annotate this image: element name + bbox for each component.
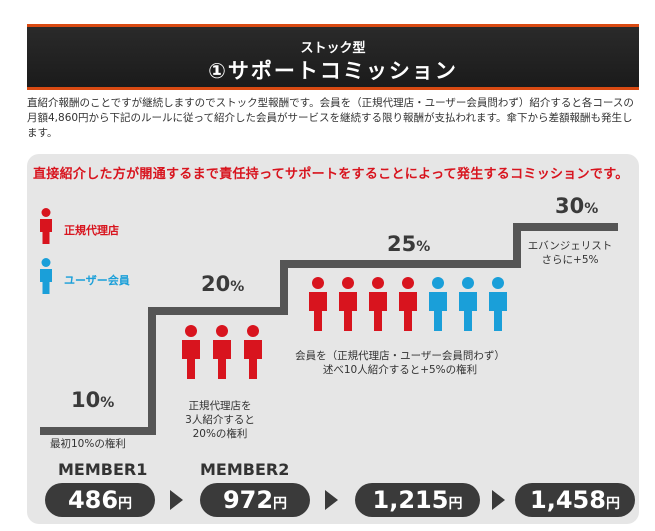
banner-subtitle: ストック型 [300,41,366,56]
legend-user-label: ユーザー会員 [64,274,130,287]
amount-pill-4: 1,458円 [515,483,635,517]
member1-label: MEMBER1 [58,460,148,479]
agent-person-icon [309,277,327,331]
agent-person-icon [399,277,417,331]
amount-pill-1: 486円 [45,483,155,517]
banner-top-line [27,24,639,27]
agent-legend-icon [40,208,52,244]
step-1-note: 最初10%の権利 [50,438,126,450]
user-legend-icon [40,258,52,294]
banner-title: ①サポートコミッション [208,59,458,83]
user-person-icon [489,277,507,331]
step-2-note: 正規代理店を 3人紹介すると 20%の権利 [185,400,255,440]
commission-panel [27,154,639,524]
section-banner: ストック型 ①サポートコミッション [27,24,639,90]
arrow-icon [170,490,183,510]
agent-person-icon [244,325,262,379]
amount-pill-2: 972円 [200,483,310,517]
panel-headline: 直接紹介した方が開通するまで責任持ってサポートをすることによって発生するコミッシ… [33,167,629,182]
arrow-icon [492,490,505,510]
people-group [182,277,507,379]
agent-person-icon [182,325,200,379]
legend-agent-label: 正規代理店 [64,224,119,237]
amount-pill-3: 1,215円 [355,483,480,517]
step-4-note: エバンジェリスト さらに+5% [527,240,613,266]
arrow-icon [325,490,338,510]
user-person-icon [459,277,477,331]
banner-bottom-line [27,87,639,90]
step-3-percent: 25% [387,232,431,256]
step-3-note: 会員を（正規代理店・ユーザー会員問わず） 述べ10人紹介すると+5%の権利 [295,350,505,376]
intro-text: 直紹介報酬のことですが継続しますのでストック型報酬です。会員を（正規代理店・ユー… [27,97,634,139]
user-person-icon [429,277,447,331]
agent-person-icon [369,277,387,331]
stairs-line [40,223,618,435]
step-1-percent: 10% [71,388,115,412]
member2-label: MEMBER2 [200,460,290,479]
step-4-percent: 30% [555,194,599,218]
step-2-percent: 20% [201,272,245,296]
agent-person-icon [213,325,231,379]
agent-person-icon [339,277,357,331]
